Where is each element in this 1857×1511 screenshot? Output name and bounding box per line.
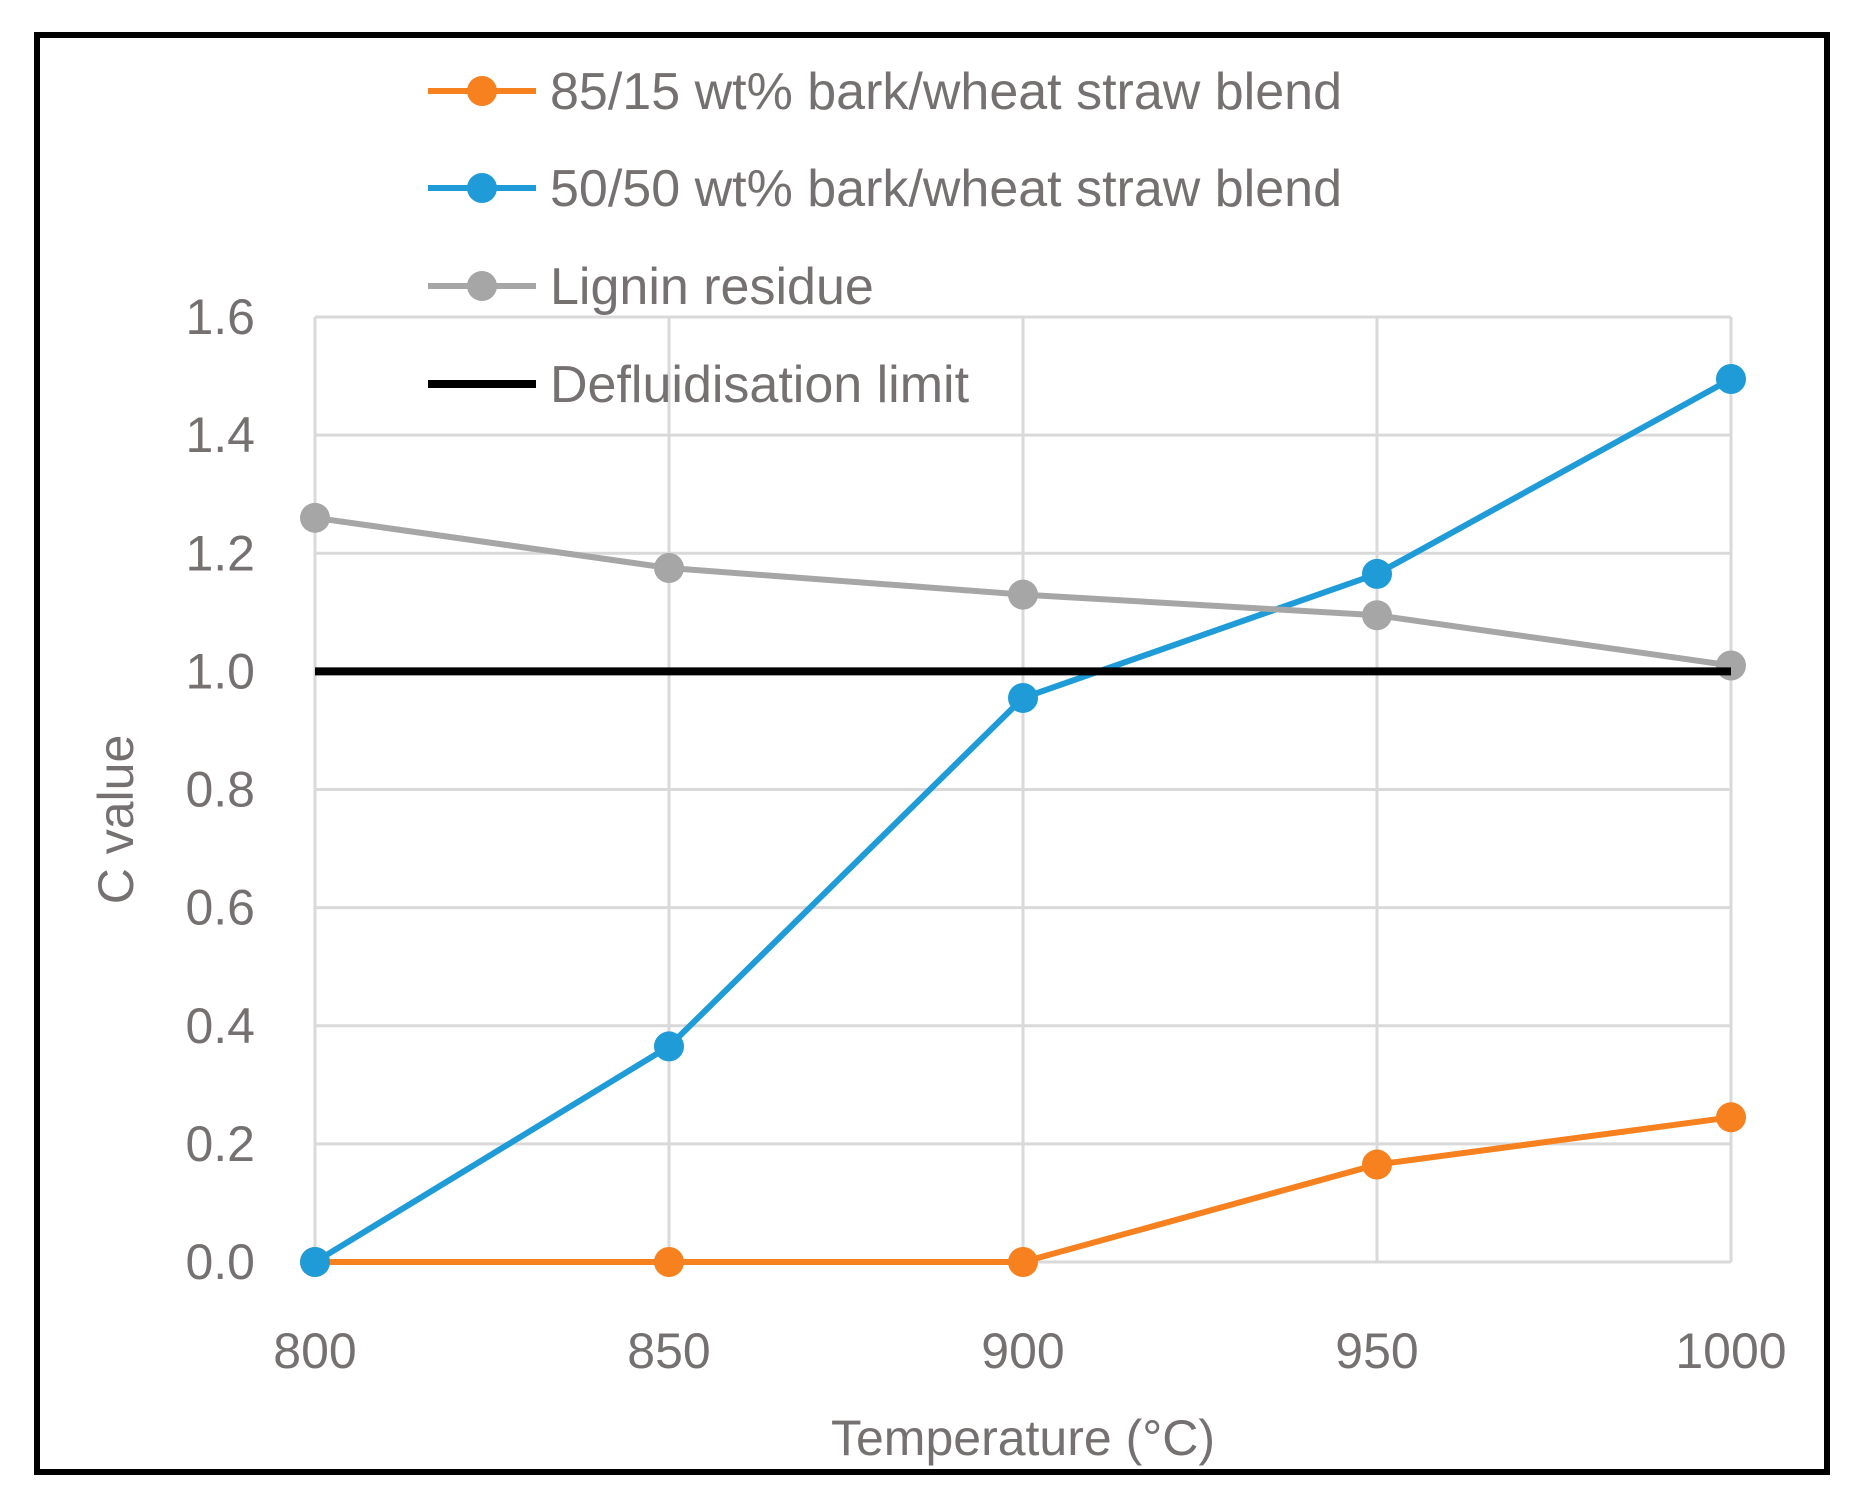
legend-item: Defluidisation limit (428, 356, 970, 414)
series-2 (300, 364, 1746, 1277)
data-point (1008, 579, 1038, 610)
x-tick-label: 800 (273, 1323, 356, 1379)
chart-frame (34, 32, 1830, 1475)
gridlines (313, 315, 1733, 1264)
legend-marker (467, 271, 497, 301)
series-layer (300, 364, 1746, 1277)
x-tick-label: 1000 (1675, 1323, 1786, 1379)
data-point (1716, 364, 1746, 395)
legend-label: Defluidisation limit (550, 356, 970, 414)
y-tick-label: 0.2 (185, 1116, 255, 1172)
legend-marker (467, 76, 497, 106)
data-point (1008, 1247, 1038, 1277)
legend: 85/15 wt% bark/wheat straw blend 50/50 wt… (428, 63, 1342, 414)
legend-item: Lignin residue (428, 258, 874, 316)
y-tick-label: 1.2 (185, 525, 255, 581)
x-axis-ticks: 800 850 900 950 1000 (273, 1323, 1786, 1379)
legend-label: 50/50 wt% bark/wheat straw blend (550, 160, 1342, 218)
data-point (654, 1247, 684, 1277)
data-point (300, 502, 330, 533)
data-point (1362, 600, 1392, 631)
y-tick-label: 1.6 (185, 289, 255, 345)
data-point (300, 1247, 330, 1277)
y-tick-label: 0.4 (185, 998, 255, 1054)
y-tick-label: 0.8 (185, 762, 255, 818)
x-tick-label: 850 (627, 1323, 710, 1379)
legend-label: 85/15 wt% bark/wheat straw blend (550, 63, 1342, 121)
legend-label: Lignin residue (550, 258, 874, 316)
y-tick-label: 0.0 (185, 1234, 255, 1290)
x-tick-label: 950 (1335, 1323, 1418, 1379)
data-point (654, 553, 684, 584)
legend-item: 85/15 wt% bark/wheat straw blend (428, 63, 1342, 121)
data-point (1362, 1149, 1392, 1180)
legend-item: 50/50 wt% bark/wheat straw blend (428, 160, 1342, 218)
data-point (1716, 1102, 1746, 1133)
data-point (1008, 682, 1038, 713)
data-point (1362, 558, 1392, 589)
data-point (1716, 650, 1746, 681)
legend-marker (467, 173, 497, 203)
x-tick-label: 900 (981, 1323, 1064, 1379)
y-tick-label: 0.6 (185, 880, 255, 936)
y-tick-label: 1.4 (185, 407, 255, 463)
data-point (654, 1031, 684, 1062)
y-axis-title: C value (88, 735, 144, 905)
y-axis-ticks: 0.0 0.2 0.4 0.6 0.8 1.0 1.2 1.4 1.6 (185, 289, 255, 1290)
y-tick-label: 1.0 (185, 643, 255, 699)
x-axis-title: Temperature (°C) (831, 1410, 1215, 1466)
